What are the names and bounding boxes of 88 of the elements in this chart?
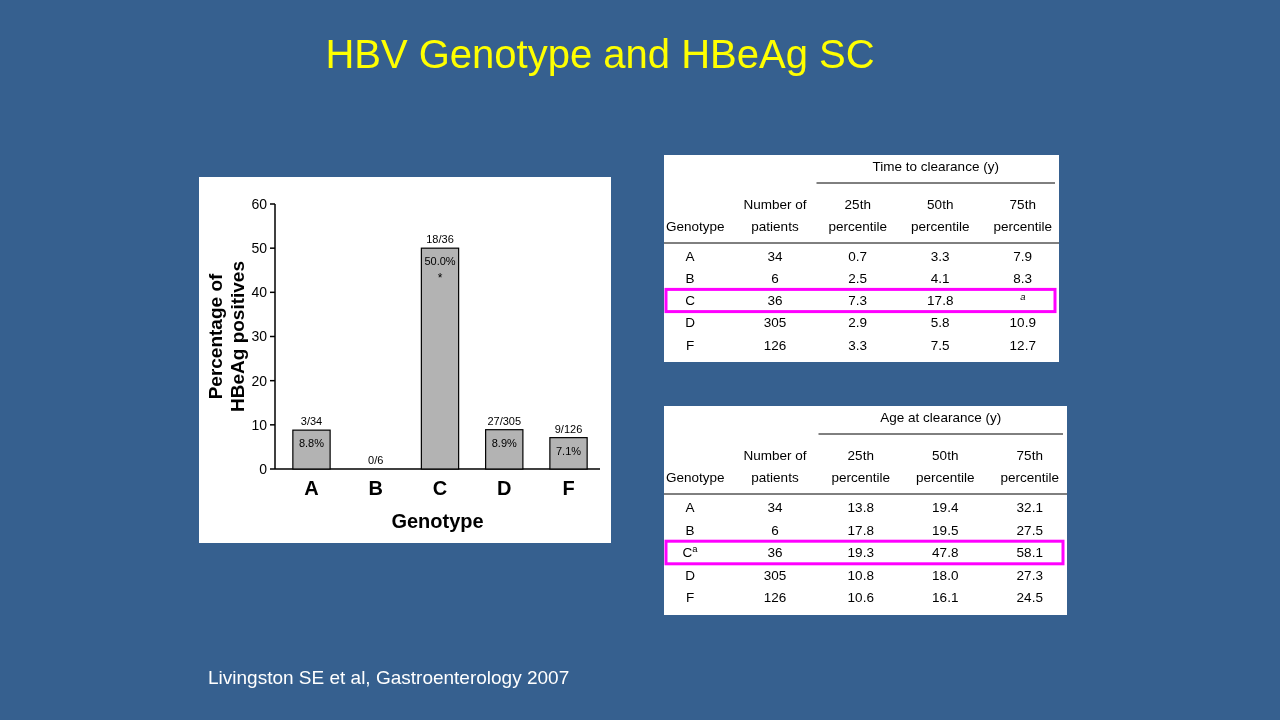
text: 24.5 [1016, 590, 1043, 606]
text: 19.3 [847, 545, 874, 561]
text: 36 [767, 293, 783, 309]
text: 47.8 [932, 545, 959, 561]
annotation: 9/126 [554, 422, 583, 435]
text: 5.8 [930, 315, 950, 331]
text: Age at clearance (y) [880, 410, 1002, 425]
text: 126 [763, 337, 787, 353]
text: a [1020, 290, 1026, 302]
category-label: Number of patients [743, 197, 807, 234]
category-label: F [685, 337, 695, 353]
text: 6 [771, 271, 779, 287]
text: 27.5 [1016, 522, 1043, 538]
text: Genotype [666, 219, 725, 234]
annotation: * [437, 271, 443, 286]
annotation: 27/305 [487, 414, 522, 427]
category-label: A [685, 500, 695, 516]
y-tick-label: 20 [251, 372, 268, 389]
text: 8.3 [1013, 271, 1033, 287]
text: 10.8 [847, 567, 874, 583]
category-label: 50th percentile [915, 448, 975, 485]
text: 34 [767, 248, 783, 264]
category-label: 50th percentile [910, 197, 970, 234]
category-label: 25th percentile [831, 448, 891, 485]
x-tick-label: A [304, 477, 319, 499]
x-tick-label: D [497, 477, 512, 499]
text: 6 [771, 522, 779, 538]
text: 10.9 [1009, 315, 1036, 331]
x-axis-title: Genotype [391, 510, 484, 532]
text: 305 [763, 315, 787, 331]
text: Livingston SE et al, Gastroenterology 2007 [208, 667, 570, 688]
annotation: 0/6 [368, 454, 384, 466]
text: 17.8 [847, 522, 874, 538]
text: 2.5 [848, 271, 868, 287]
category-label: F [685, 590, 695, 606]
text: 27.3 [1016, 567, 1043, 583]
chart-title: HBV Genotype and HBeAg SC [325, 32, 875, 76]
text: 58.1 [1016, 545, 1043, 561]
text: 305 [763, 567, 787, 583]
x-tick-label: F [562, 477, 575, 499]
x-tick-label: B [368, 477, 383, 499]
data-label: 8.9% [491, 436, 518, 449]
y-axis-title: Percentage of HBeAg positives [205, 261, 248, 412]
x-tick-label: C [432, 477, 448, 499]
text: 2.9 [848, 315, 868, 331]
data-label: 7.1% [555, 444, 582, 457]
text: 3.3 [848, 337, 868, 353]
category-label: D [685, 567, 695, 583]
text: 7.9 [1013, 248, 1033, 264]
text: 18.0 [932, 567, 959, 583]
y-tick-label: 30 [251, 328, 268, 345]
text: 7.3 [848, 293, 868, 309]
text: 34 [767, 500, 783, 516]
text: 3.3 [930, 248, 950, 264]
category-label: C$^{a}$ [682, 542, 698, 561]
text: 7.5 [930, 337, 950, 353]
category-label: 75th percentile [993, 197, 1053, 234]
category-label: D [685, 315, 695, 331]
text: 4.1 [930, 271, 950, 287]
text: Genotype [666, 470, 725, 485]
category-label: A [685, 248, 695, 264]
text: 36 [767, 545, 783, 561]
text: 32.1 [1016, 500, 1043, 516]
category-label: B [685, 271, 695, 287]
text: 19.5 [932, 522, 959, 538]
text: 17.8 [927, 293, 954, 309]
data-label: 50.0% [424, 255, 456, 268]
y-tick-label: 40 [251, 284, 268, 301]
y-tick-label: 50 [251, 240, 268, 257]
annotation: 3/34 [300, 415, 323, 428]
text: 12.7 [1009, 337, 1036, 353]
data-label: 8.8% [298, 437, 325, 450]
text: Time to clearance (y) [872, 159, 999, 174]
y-tick-label: 60 [251, 195, 268, 212]
category-label: 75th percentile [1000, 448, 1060, 485]
y-tick-label: 10 [251, 416, 268, 433]
text: 10.6 [847, 590, 874, 606]
text: 0.7 [848, 248, 868, 264]
text: 126 [763, 590, 787, 606]
category-label: C [685, 293, 695, 309]
category-label: 25th percentile [828, 197, 888, 234]
text: 19.4 [932, 500, 959, 516]
category-label: B [685, 522, 695, 538]
annotation: 18/36 [426, 233, 454, 246]
y-tick-label: 0 [259, 460, 268, 477]
text: 13.8 [847, 500, 874, 516]
category-label: Number of patients [743, 448, 807, 485]
text: 16.1 [932, 590, 959, 606]
